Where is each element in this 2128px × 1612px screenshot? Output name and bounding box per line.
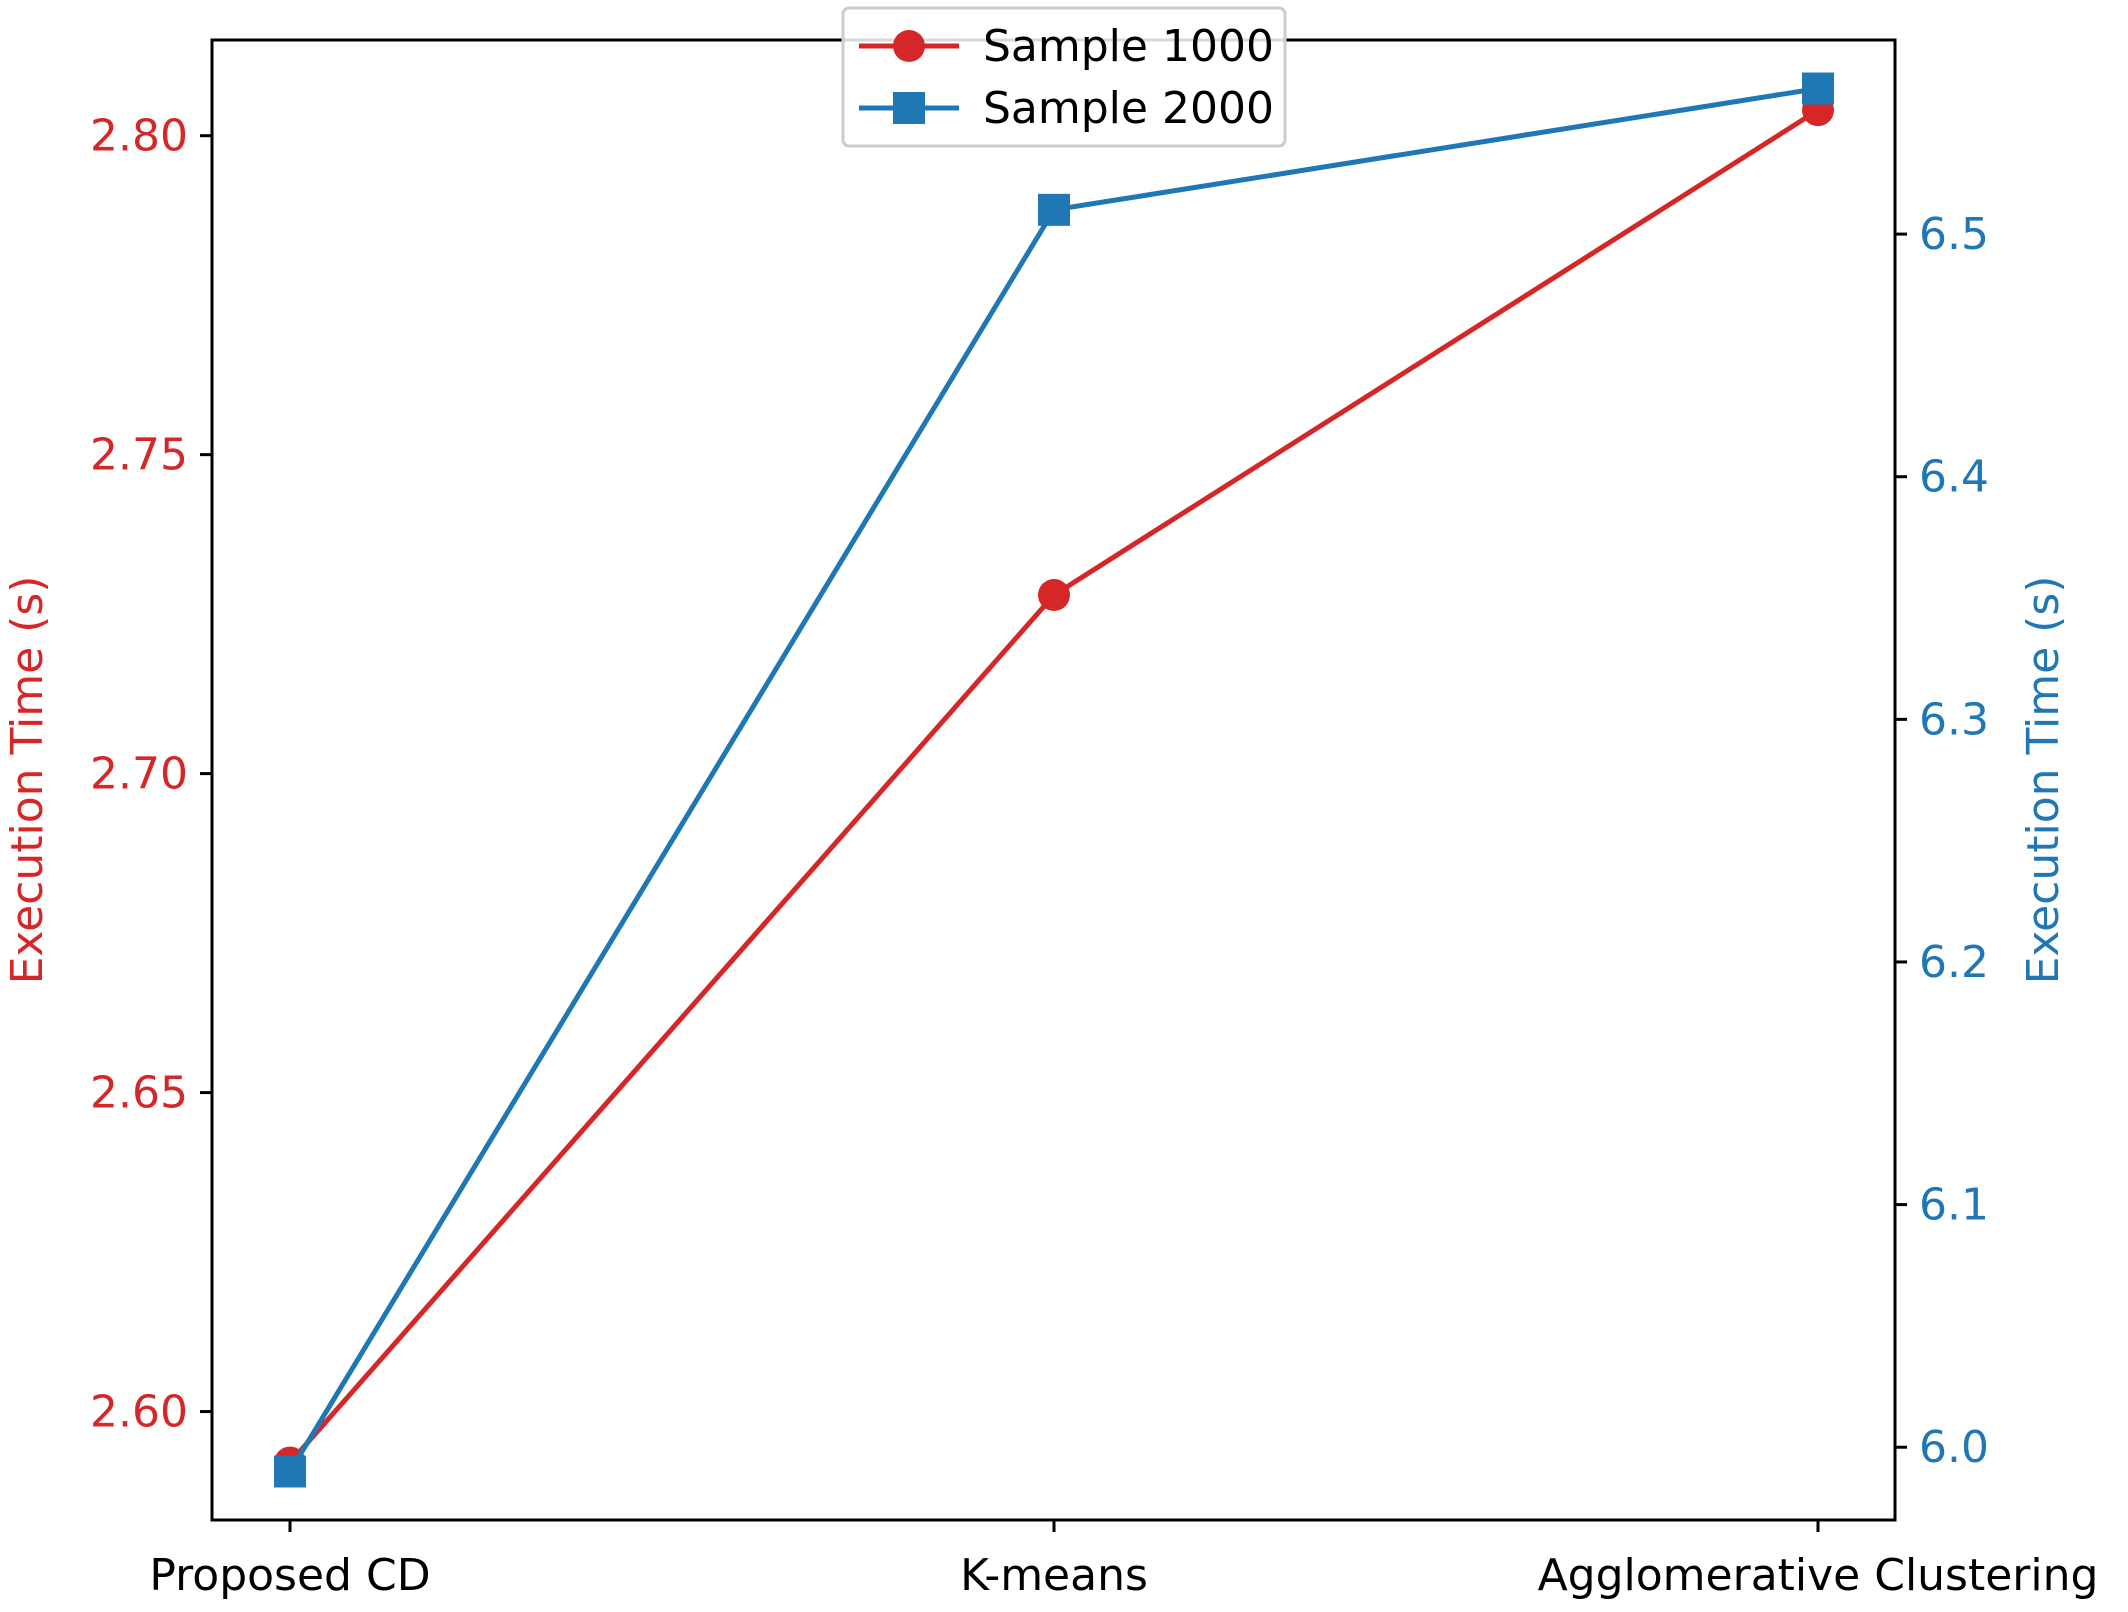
series-sample-1000 — [274, 94, 1834, 1479]
legend-marker — [893, 30, 925, 62]
legend-entry: Sample 1000 — [859, 21, 1274, 72]
series-line — [288, 108, 1820, 1465]
plot-frame — [210, 38, 1897, 1522]
data-point — [1038, 579, 1070, 611]
x-tick-label: Proposed CD — [149, 1550, 430, 1601]
series-sample-2000 — [274, 72, 1834, 1488]
right-tick-label: 6.1 — [1919, 1180, 1989, 1231]
right-tick-label: 6.4 — [1919, 452, 1989, 503]
legend-marker — [893, 92, 925, 124]
left-tick-label: 2.65 — [90, 1068, 188, 1119]
right-tick-label: 6.2 — [1919, 937, 1989, 988]
left-tick-label: 2.60 — [90, 1387, 188, 1438]
data-point — [1802, 72, 1834, 105]
x-tick-label: Agglomerative Clustering — [1538, 1550, 2099, 1601]
series-line — [287, 86, 1819, 1473]
legend-box — [841, 6, 1287, 148]
legend: Sample 1000 Sample 2000 — [841, 6, 1287, 148]
x-axis: Proposed CD K-means Agglomerative Clusteri… — [149, 1520, 2098, 1601]
legend-label: Sample 2000 — [983, 83, 1274, 134]
right-axis-label: Execution Time (s) — [2018, 576, 2069, 985]
right-axis: 6.0 6.1 6.2 6.3 6.4 6.5 — [1895, 209, 1989, 1473]
series-layer — [274, 72, 1834, 1488]
left-tick-label: 2.80 — [90, 111, 188, 162]
data-point — [1038, 193, 1070, 226]
x-tick-label: K-means — [960, 1550, 1148, 1601]
right-tick-label: 6.3 — [1919, 694, 1989, 745]
left-tick-label: 2.70 — [90, 749, 188, 800]
left-tick-label: 2.75 — [90, 430, 188, 481]
data-point — [274, 1455, 306, 1488]
legend-label: Sample 1000 — [983, 21, 1274, 72]
legend-entry: Sample 2000 — [859, 83, 1274, 134]
left-axis-label: Execution Time (s) — [2, 576, 53, 985]
left-axis: 2.60 2.65 2.70 2.75 2.80 — [90, 111, 212, 1438]
right-tick-label: 6.5 — [1919, 209, 1989, 260]
right-tick-label: 6.0 — [1919, 1422, 1989, 1473]
